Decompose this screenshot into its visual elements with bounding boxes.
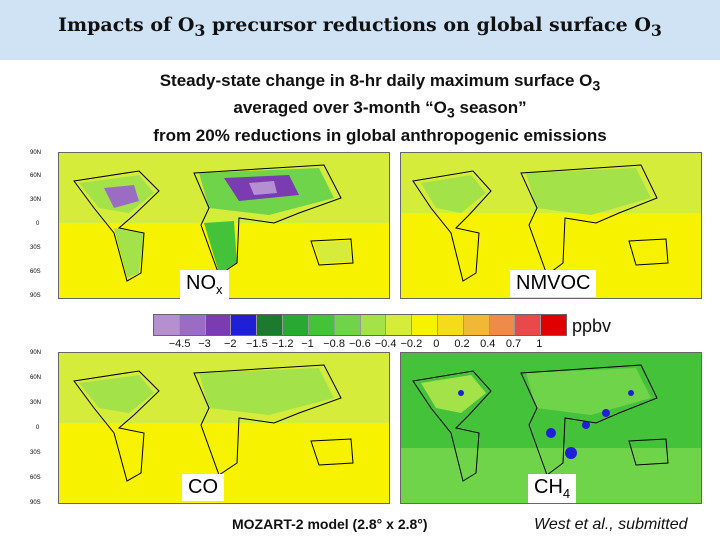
- map-panel-nmvoc: [400, 152, 702, 299]
- subtitle-line-1-subscript: 3: [592, 78, 601, 95]
- colorbar-tick-label: −3: [198, 338, 211, 350]
- subtitle-line-2-end: season”: [454, 98, 527, 118]
- panel-label-ch4-text: CH: [534, 476, 563, 498]
- colorbar-swatch: [154, 315, 180, 335]
- lat-label: 60S: [30, 269, 41, 275]
- colorbar-swatch: [541, 315, 566, 335]
- colorbar-swatch: [489, 315, 516, 335]
- colorbar-swatch: [515, 315, 542, 335]
- subtitle-line-2-text: averaged over 3-month “O: [233, 98, 447, 118]
- panel-label-nox-text: NO: [186, 272, 216, 294]
- colorbar-tick-label: −0.4: [374, 338, 397, 350]
- model-caption: MOZART-2 model (2.8° x 2.8°): [232, 516, 428, 532]
- map-co-image: [59, 353, 389, 503]
- colorbar-tick-label: 0.4: [480, 338, 496, 350]
- colorbar-swatch: [283, 315, 309, 335]
- lat-label: 60S: [30, 475, 41, 481]
- slide-title: Impacts of O3 precursor reductions on gl…: [0, 14, 720, 40]
- colorbar-tick-label: −4.5: [168, 338, 191, 350]
- colorbar-tick-label: −1: [301, 338, 314, 350]
- lat-label: 60N: [30, 375, 42, 381]
- subtitle-line-1-text: Steady-state change in 8-hr daily maximu…: [159, 71, 593, 90]
- colorbar-tick-label: −1.5: [246, 338, 268, 350]
- lat-label: 90S: [30, 500, 41, 506]
- map-nmvoc-image: [401, 153, 701, 298]
- colorbar-tick-label: −0.6: [349, 338, 371, 350]
- colorbar-swatch: [437, 315, 464, 335]
- lat-label: 90N: [30, 150, 42, 156]
- colorbar-tick-label: 0.7: [505, 338, 522, 350]
- lat-label: 90S: [30, 293, 41, 299]
- title-subscript-1: 3: [194, 20, 206, 40]
- colorbar-swatch: [179, 315, 206, 335]
- colorbar-swatch: [360, 315, 387, 335]
- subtitle-line-2: averaged over 3-month “O3 season”: [60, 97, 700, 124]
- lat-label: 30N: [30, 197, 42, 203]
- lat-label: 30S: [30, 245, 41, 251]
- map-panel-co: [58, 352, 390, 504]
- panel-label-nox: NOx: [180, 270, 229, 299]
- title-part-1: Impacts of O: [58, 14, 195, 36]
- title-part-2: precursor reductions on global surface O: [205, 14, 651, 36]
- lat-label: 30S: [30, 450, 41, 456]
- panel-label-ch4-subscript: 4: [562, 486, 571, 501]
- lat-label: 0: [36, 221, 40, 227]
- colorbar-tick-label: −0.2: [400, 338, 423, 350]
- colorbar-swatch: [257, 315, 284, 335]
- colorbar-swatch: [412, 315, 438, 335]
- citation: West et al., submitted: [534, 516, 688, 533]
- lat-label: 0: [36, 425, 40, 431]
- colorbar-swatch: [334, 315, 361, 335]
- title-bar: [0, 0, 720, 60]
- lat-label: 30N: [30, 400, 42, 406]
- colorbar-swatch: [205, 315, 232, 335]
- subtitle-line-1: Steady-state change in 8-hr daily maximu…: [60, 70, 700, 97]
- colorbar-unit: ppbv: [572, 316, 612, 336]
- lat-label: 90N: [30, 350, 42, 356]
- subtitle-line-3: from 20% reductions in global anthropoge…: [153, 125, 607, 145]
- colorbar-swatch: [463, 315, 490, 335]
- panel-label-nox-subscript: x: [216, 282, 223, 297]
- colorbar-tick-label: 0.2: [454, 338, 470, 350]
- slide-subtitle: Steady-state change in 8-hr daily maximu…: [60, 70, 700, 146]
- colorbar-tick-label: 1: [536, 338, 543, 350]
- colorbar-swatch: [386, 315, 413, 335]
- panel-label-co: CO: [182, 474, 224, 501]
- panel-label-ch4: CH4: [528, 474, 577, 503]
- colorbar-tick-label: −1.2: [271, 338, 294, 350]
- subtitle-line-2-subscript: 3: [446, 105, 455, 122]
- colorbar-swatch: [308, 315, 335, 335]
- title-subscript-2: 3: [650, 20, 662, 40]
- panel-label-nmvoc: NMVOC: [510, 270, 597, 297]
- colorbar-tick-label: 0: [433, 338, 440, 350]
- lat-label: 60N: [30, 173, 42, 179]
- panel-label-co-text: CO: [188, 476, 218, 498]
- colorbar-tick-label: −2: [223, 338, 237, 350]
- colorbar-tick-label: −0.8: [323, 338, 345, 350]
- colorbar: [153, 314, 567, 336]
- panel-label-nmvoc-text: NMVOC: [516, 272, 591, 294]
- colorbar-swatch: [231, 315, 258, 335]
